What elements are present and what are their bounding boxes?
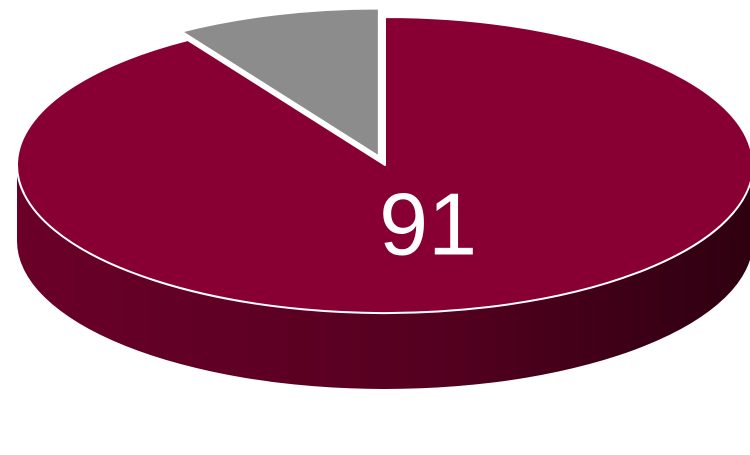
pie-tops: [16, 7, 750, 314]
pie-slice-0: [16, 16, 750, 314]
pie-labels: 91: [379, 175, 477, 274]
pie-slice-side-0: [17, 165, 750, 389]
pie-data-label-0: 91: [379, 175, 477, 274]
pie-sides: [17, 165, 750, 389]
pie-slice-1: [180, 7, 380, 158]
